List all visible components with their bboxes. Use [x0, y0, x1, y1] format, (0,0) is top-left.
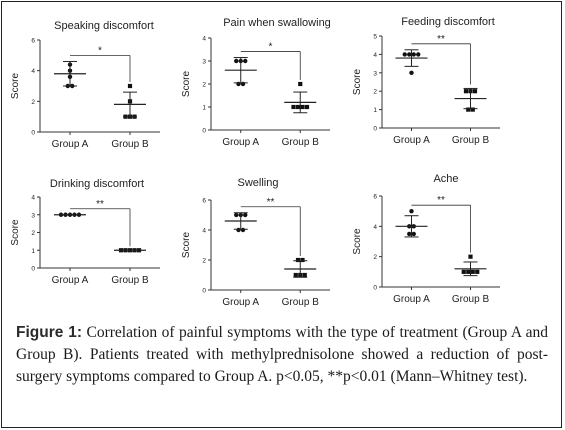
group-a-point: [234, 58, 239, 64]
group-b-point: [300, 257, 305, 263]
group-b-point: [302, 272, 307, 278]
x-tick-label: Group A: [222, 297, 259, 308]
figure-panels: Speaking discomfort Score 0 2 4 6 Group A Group…: [10, 16, 500, 308]
panel-title: Feeding discomfort: [401, 16, 495, 28]
y-axis-label: Score: [181, 232, 192, 259]
group-a-point: [409, 208, 414, 214]
group-b-point: [466, 107, 471, 112]
group-b-point: [293, 272, 298, 278]
y-tick-label: 6: [31, 38, 35, 45]
group-b-point: [291, 104, 296, 110]
x-tick-label: Group B: [282, 137, 320, 148]
panel-title: Ache: [433, 173, 458, 185]
y-axis-label: Score: [10, 219, 21, 246]
significance-marker: **: [437, 34, 445, 45]
group-b-point: [466, 269, 471, 274]
y-tick-label: 0: [373, 126, 377, 133]
group-a-point: [402, 52, 407, 57]
y-tick-label: 4: [31, 68, 35, 75]
y-axis-label: Score: [352, 69, 363, 96]
y-axis-label: Score: [10, 73, 21, 100]
group-b-point: [475, 269, 480, 274]
group-b-point: [468, 254, 473, 259]
caption-text: Correlation of painful symptoms with the…: [16, 324, 548, 385]
panel-title: Swelling: [238, 177, 279, 189]
group-b-point: [295, 257, 301, 263]
group-a-point: [416, 52, 421, 57]
group-a-point: [240, 227, 246, 233]
group-b-point: [463, 89, 469, 94]
y-tick-label: 0: [31, 130, 35, 137]
figure-label: Figure 1:: [16, 324, 83, 341]
y-tick-label: 4: [373, 224, 377, 231]
y-tick-label: 0: [373, 285, 377, 292]
group-b-point: [127, 83, 133, 89]
x-tick-label: Group A: [393, 135, 430, 146]
y-tick-label: 2: [31, 99, 35, 106]
panel-title: Pain when swallowing: [223, 17, 331, 29]
group-a-point: [236, 227, 241, 233]
group-a-point: [411, 52, 416, 57]
y-tick-label: 2: [202, 258, 206, 265]
group-a-point: [411, 231, 416, 237]
y-tick-label: 2: [202, 82, 206, 89]
x-tick-label: Group A: [393, 294, 430, 305]
y-tick-label: 1: [202, 105, 206, 112]
significance-marker: **: [96, 199, 104, 210]
x-tick-label: Group B: [111, 139, 149, 150]
y-tick-label: 3: [373, 70, 377, 77]
group-a-point: [409, 70, 414, 76]
x-tick-label: Group B: [282, 297, 320, 308]
group-b-point: [461, 269, 466, 274]
y-tick-label: 4: [202, 36, 206, 43]
x-tick-label: Group A: [222, 137, 259, 148]
group-a-point: [407, 231, 412, 237]
panel-title: Drinking discomfort: [50, 178, 144, 190]
group-b-point: [472, 89, 478, 94]
group-b-point: [298, 81, 303, 87]
group-b-point: [295, 104, 301, 110]
y-tick-label: 5: [373, 34, 377, 41]
x-tick-label: Group B: [452, 135, 490, 146]
group-a-point: [407, 52, 412, 57]
y-tick-label: 0: [31, 266, 35, 273]
group-b-point: [304, 104, 310, 110]
group-a-point: [243, 212, 248, 218]
y-tick-label: 1: [31, 248, 35, 255]
y-axis-label: Score: [181, 71, 192, 98]
y-tick-label: 3: [202, 59, 206, 66]
x-tick-label: Group A: [52, 275, 89, 286]
y-tick-label: 6: [373, 194, 377, 201]
y-tick-label: 1: [373, 107, 377, 114]
y-tick-label: 0: [202, 288, 206, 295]
group-b-point: [470, 269, 475, 274]
significance-marker: *: [98, 45, 102, 56]
y-tick-label: 2: [373, 89, 377, 96]
y-axis-label: Score: [352, 228, 363, 255]
y-tick-label: 4: [202, 228, 206, 235]
group-a-point: [243, 58, 248, 64]
y-tick-label: 4: [31, 195, 35, 202]
x-tick-label: Group A: [52, 139, 89, 150]
significance-marker: **: [437, 195, 445, 206]
y-tick-label: 6: [202, 198, 206, 205]
group-a-point: [234, 212, 239, 218]
group-b-point: [300, 104, 305, 110]
y-tick-label: 4: [373, 52, 377, 59]
y-tick-label: 2: [31, 230, 35, 237]
x-tick-label: Group B: [111, 275, 149, 286]
y-tick-label: 2: [373, 254, 377, 261]
y-tick-label: 0: [202, 128, 206, 135]
significance-marker: **: [267, 197, 275, 208]
y-tick-label: 3: [31, 212, 35, 219]
group-b-point: [470, 107, 475, 112]
figure-caption: Figure 1: Correlation of painful symptom…: [16, 322, 548, 388]
panel-title: Speaking discomfort: [54, 20, 154, 32]
x-tick-label: Group B: [452, 294, 490, 305]
significance-marker: *: [269, 42, 273, 53]
